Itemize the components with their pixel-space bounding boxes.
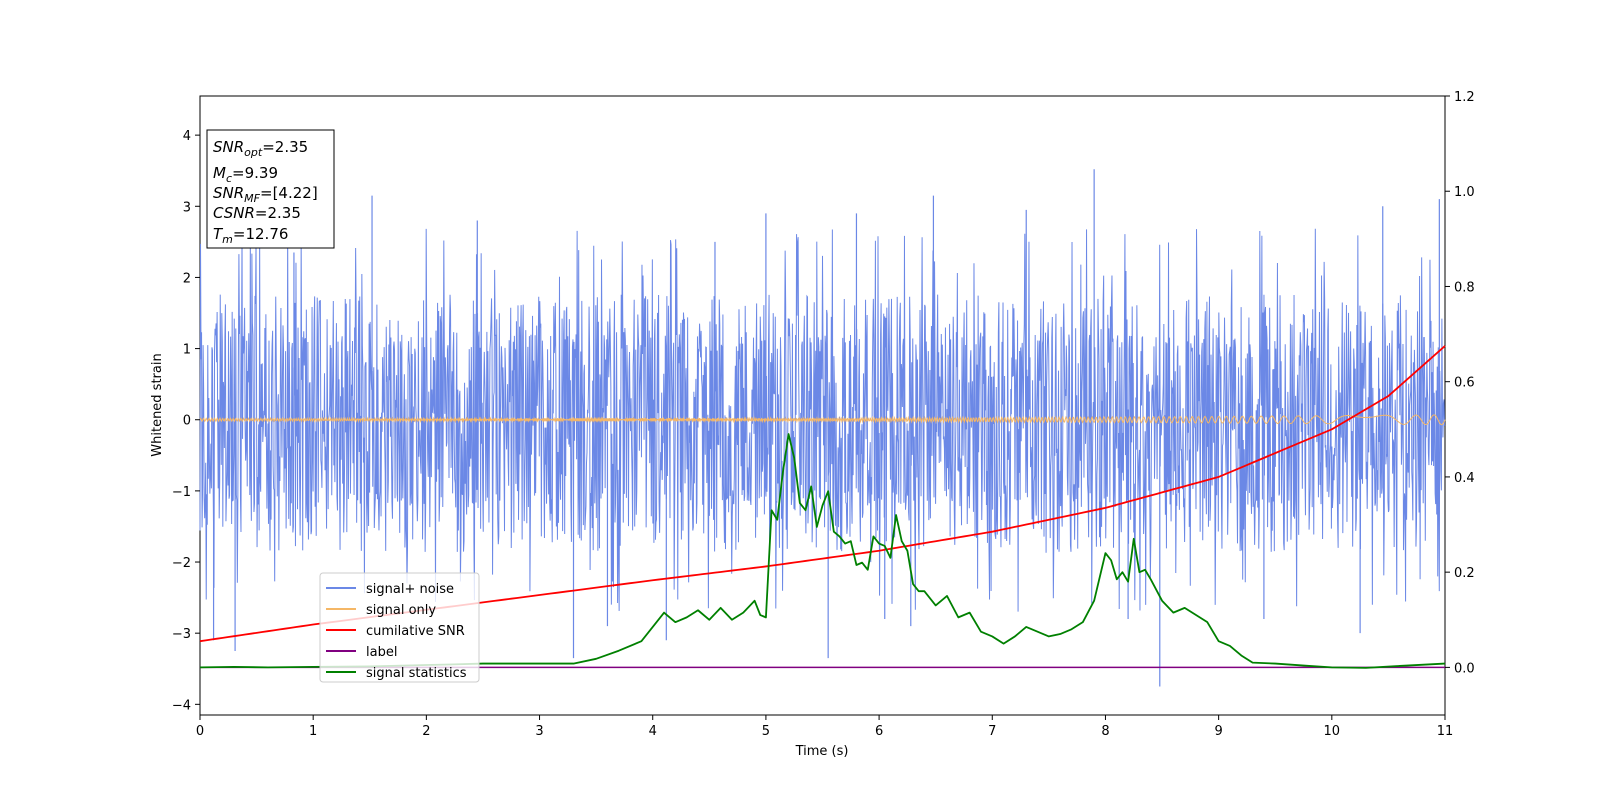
annotation-symbol: SNR (213, 138, 244, 156)
legend-label: label (366, 645, 397, 660)
annotation-value: =12.76 (233, 225, 289, 243)
annotation-value: =9.39 (232, 164, 278, 182)
y-right-tick-label: 0.8 (1454, 280, 1475, 295)
annotation-line: SNRMF=[4.22] (213, 184, 318, 205)
x-tick-label: 7 (988, 724, 996, 739)
annotation-symbol: M (213, 164, 226, 182)
y-left-tick-label: −3 (172, 627, 191, 642)
signal-plus-noise-series (199, 169, 1446, 687)
y-left-tick-label: −1 (172, 485, 191, 500)
y-left-tick-label: −4 (172, 698, 191, 713)
legend: signal+ noise signal only cumilative SNR la… (319, 572, 480, 683)
x-tick-label: 5 (762, 724, 770, 739)
annotation-subscript: opt (244, 146, 263, 159)
x-tick-label: 3 (535, 724, 543, 739)
x-tick-label: 11 (1437, 724, 1454, 739)
y-right-tick-label: 0.4 (1454, 471, 1475, 486)
y-right-tick-label: 0.6 (1454, 376, 1475, 391)
x-tick-label: 2 (422, 724, 430, 739)
y-left-tick-label: 0 (183, 414, 191, 429)
y-right-tick-label: 1.2 (1454, 90, 1475, 105)
x-axis: 0 1 2 3 4 5 6 7 8 9 10 11 (196, 715, 1453, 739)
legend-items: signal+ noise signal only cumilative SNR la… (326, 582, 467, 681)
signal-statistics-line (199, 433, 1446, 669)
legend-label: signal+ noise (366, 582, 454, 597)
annotation-value: =2.35 (262, 138, 308, 156)
x-tick-label: 8 (1101, 724, 1109, 739)
y-right-tick-label: 1.0 (1454, 185, 1475, 200)
legend-frame (319, 572, 480, 683)
annotation-subscript: c (226, 172, 232, 185)
x-tick-label: 6 (875, 724, 883, 739)
x-tick-label: 4 (649, 724, 657, 739)
signal-plus-noise-line (199, 228, 1446, 612)
y-right-tick-label: 0.2 (1454, 566, 1475, 581)
annotation-box-frame (206, 129, 335, 249)
annotation-value: =2.35 (255, 204, 301, 222)
annotation-lines: SNRopt=2.35Mc=9.39SNRMF=[4.22]CSNR=2.35T… (213, 138, 318, 246)
annotation-value: =[4.22] (260, 184, 318, 202)
annotation-symbol: SNR (213, 184, 244, 202)
y-axis-label: Whitened strain (150, 353, 165, 456)
x-tick-label: 0 (196, 724, 204, 739)
signal-statistics-series (199, 433, 1446, 669)
signal-only-series (199, 414, 1446, 426)
x-tick-label: 10 (1324, 724, 1341, 739)
signal-only-line (199, 414, 1446, 426)
annotation-symbol: CSNR (213, 204, 255, 222)
annotation-box: SNRopt=2.35Mc=9.39SNRMF=[4.22]CSNR=2.35T… (206, 129, 335, 249)
y-left-tick-label: 1 (183, 343, 191, 358)
y-left-tick-label: −2 (172, 556, 191, 571)
y-left-tick-label: 4 (183, 129, 191, 144)
annotation-symbol: T (213, 225, 224, 243)
x-tick-label: 9 (1214, 724, 1222, 739)
y-left-tick-label: 3 (183, 200, 191, 215)
x-axis-label: Time (s) (795, 744, 849, 759)
annotation-line: SNRopt=2.35 (213, 138, 308, 159)
y-right-tick-label: 0.0 (1454, 661, 1475, 676)
x-tick-label: 1 (309, 724, 317, 739)
legend-label: signal statistics (366, 666, 467, 681)
legend-label: signal only (366, 603, 436, 618)
legend-label: cumilative SNR (366, 624, 465, 639)
y-left-tick-label: 2 (183, 271, 191, 286)
annotation-subscript: MF (244, 192, 260, 205)
annotation-line: CSNR=2.35 (213, 204, 301, 222)
annotation-line: Tm=12.76 (213, 225, 288, 246)
y-axis-right: 0.0 0.2 0.4 0.6 0.8 1.0 1.2 (1445, 90, 1475, 676)
y-axis-left: −4 −3 −2 −1 0 1 2 3 4 (172, 129, 200, 713)
annotation-line: Mc=9.39 (213, 164, 278, 185)
annotation-subscript: m (222, 233, 233, 246)
